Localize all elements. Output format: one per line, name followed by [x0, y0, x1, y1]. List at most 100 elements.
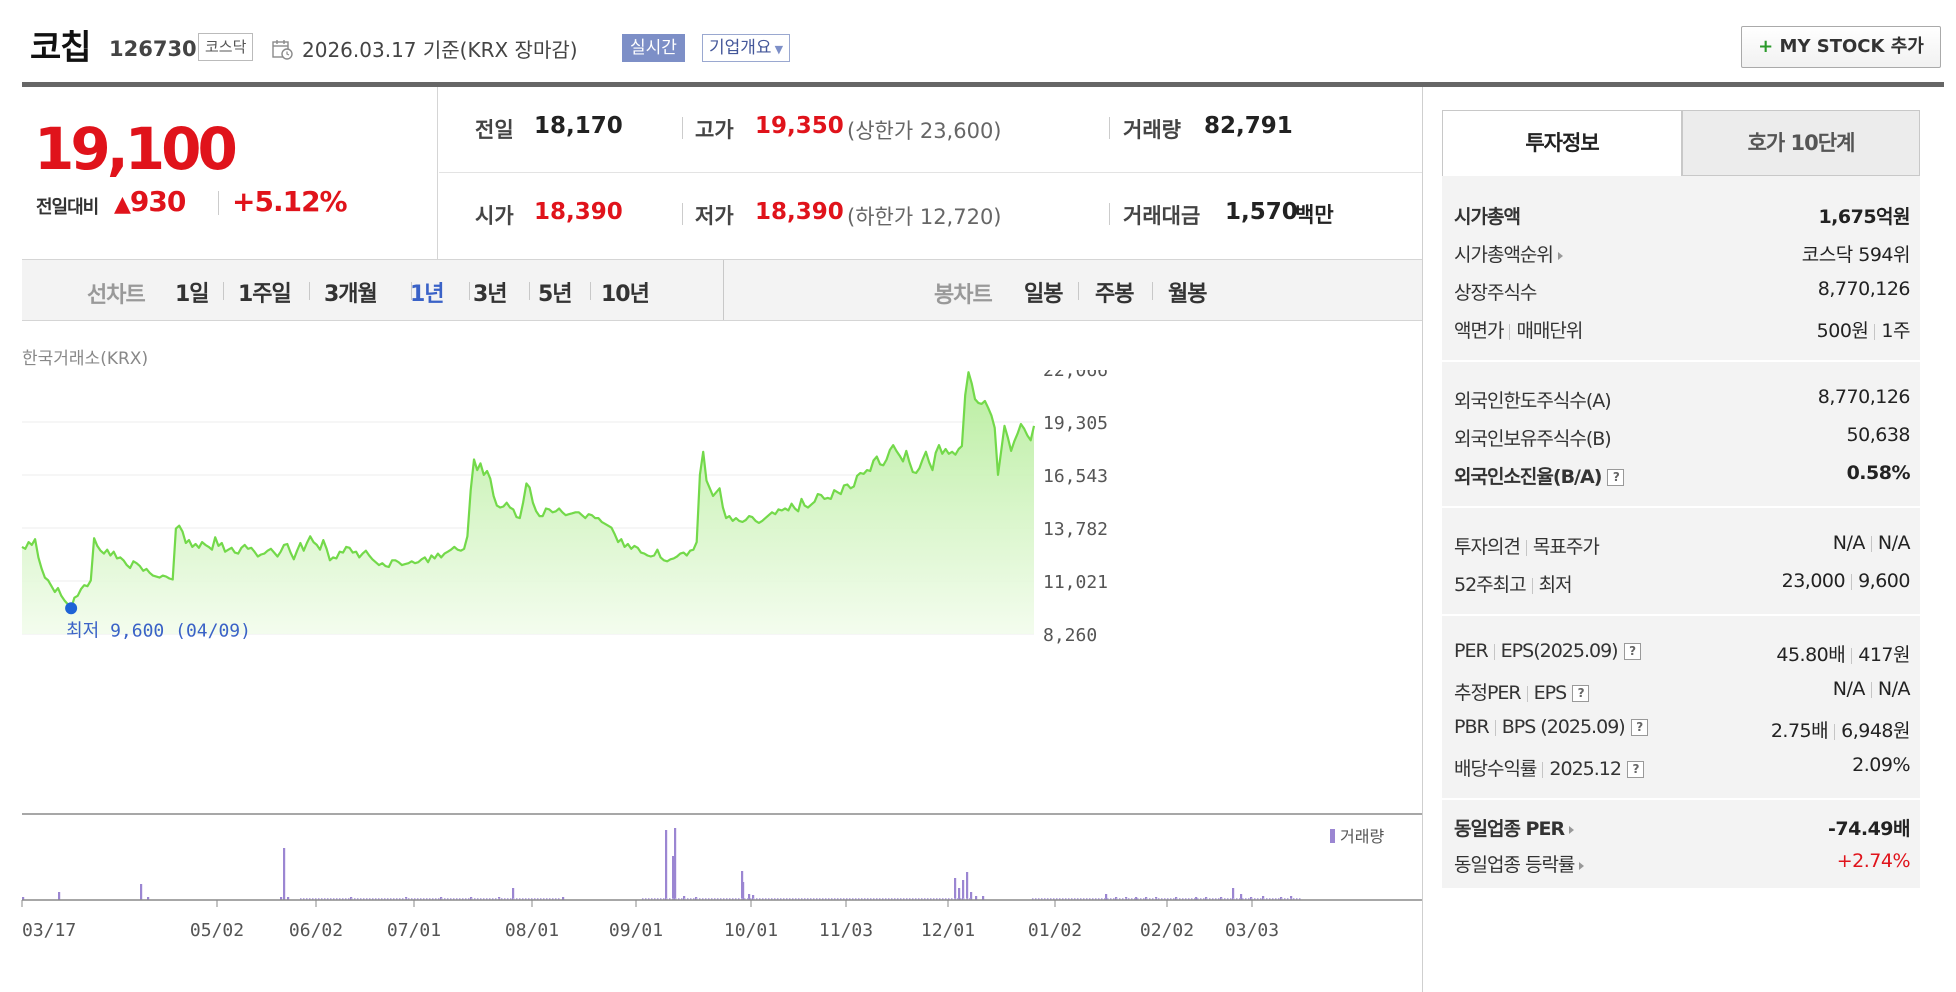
info-row-foreign-limit: 외국인한도주식수(A) 8,770,126	[1442, 380, 1920, 416]
volume-bar	[1203, 898, 1205, 900]
add-mystock-button[interactable]: + MY STOCK 추가	[1741, 26, 1941, 68]
period-10y[interactable]: 10년	[601, 282, 650, 307]
x-tick-label: 08/01	[505, 920, 559, 941]
volume-bar	[837, 898, 839, 900]
volume-bar	[954, 898, 956, 900]
period-1d[interactable]: 1일	[175, 282, 210, 307]
x-tick-label: 03/03	[1225, 920, 1279, 941]
volume-bar	[1071, 898, 1073, 900]
candle-weekly[interactable]: 주봉	[1095, 282, 1134, 307]
price-chart[interactable]: 최고 23,000 (02/25)최저 9,600 (04/09) 24,827…	[0, 370, 1422, 950]
price-change-value: 930	[129, 185, 186, 218]
period-1y[interactable]: 1년	[410, 282, 445, 307]
info-row-pbr: PBR BPS (2025.09)? 2.75배 6,948원	[1442, 710, 1920, 746]
chevron-right-icon	[1569, 825, 1575, 834]
low-label: 저가	[695, 204, 734, 228]
listed-shares-value: 8,770,126	[1817, 278, 1911, 300]
volume-bar	[777, 898, 779, 900]
help-icon[interactable]: ?	[1607, 469, 1625, 486]
market-cap-value: 1,675억원	[1818, 206, 1910, 228]
volume-bar	[693, 898, 695, 900]
prev-close-value: 18,170	[534, 113, 623, 139]
volume-bar	[552, 898, 554, 900]
help-icon[interactable]: ?	[1626, 761, 1644, 778]
volume-bar	[810, 898, 812, 900]
help-icon[interactable]: ?	[1623, 643, 1641, 660]
volume-bar	[714, 898, 716, 900]
candle-monthly[interactable]: 월봉	[1168, 282, 1207, 307]
volume-bar	[1137, 898, 1139, 900]
separator	[1874, 323, 1876, 340]
volume-bar	[1135, 897, 1138, 900]
volume-bar	[1140, 898, 1142, 900]
company-overview-dropdown[interactable]: 기업개요 ▼	[702, 34, 791, 62]
company-overview-label: 기업개요	[709, 38, 772, 58]
info-row-sector-per[interactable]: 동일업종 PER -74.49배	[1442, 808, 1920, 844]
info-row-sector-change[interactable]: 동일업종 등락률 +2.74%	[1442, 844, 1920, 880]
tab-orderbook-10[interactable]: 호가 10단계	[1682, 110, 1920, 176]
volume-bar	[381, 898, 383, 900]
realtime-button[interactable]: 실시간	[622, 34, 685, 62]
volume-bar	[1032, 898, 1034, 900]
volume-bar	[459, 898, 461, 900]
info-divider	[1442, 506, 1920, 508]
volume-bar	[765, 898, 767, 900]
volume-bar	[435, 898, 437, 900]
x-tick-label: 07/01	[387, 920, 441, 941]
volume-bar	[1143, 898, 1145, 900]
sector-change-text: 동일업종 등락률	[1454, 854, 1575, 876]
volume-bar	[834, 898, 836, 900]
volume-bar	[528, 898, 530, 900]
info-divider	[1442, 798, 1920, 800]
volume-bar	[1194, 898, 1196, 900]
volume-bar	[930, 898, 932, 900]
help-icon[interactable]: ?	[1572, 685, 1590, 702]
eps-text: EPS(2025.09)	[1500, 640, 1619, 662]
volume-bar	[1065, 898, 1067, 900]
price-line	[21, 371, 1036, 610]
volume-bar	[819, 898, 821, 900]
line-chart-label: 선차트	[87, 283, 146, 308]
volume-bar	[1257, 898, 1259, 900]
volume-bar	[801, 898, 803, 900]
volume-bar	[525, 898, 527, 900]
chevron-right-icon	[1557, 251, 1563, 260]
info-row-per: PER EPS(2025.09)? 45.80배 417원	[1442, 634, 1920, 670]
separator	[1526, 685, 1528, 702]
volume-bar	[423, 898, 425, 900]
trading-unit-amount: 1주	[1881, 320, 1910, 342]
volume-bar	[360, 898, 362, 900]
volume-value: 82,791	[1204, 113, 1293, 139]
tab-investment-info[interactable]: 투자정보	[1442, 110, 1682, 176]
volume-bar	[438, 898, 440, 900]
info-row-opinion: 투자의견 목표주가 N/A N/A	[1442, 526, 1920, 562]
separator	[682, 203, 683, 225]
volume-bar	[1218, 898, 1220, 900]
volume-bar	[876, 898, 878, 900]
volume-bar	[970, 892, 973, 900]
volume-bar	[1269, 898, 1271, 900]
volume-bar	[1053, 898, 1055, 900]
info-row-market-cap-rank[interactable]: 시가총액순위 코스닥 594위	[1442, 234, 1920, 270]
period-3y[interactable]: 3년	[473, 282, 508, 307]
bps-value: 6,948원	[1841, 720, 1910, 742]
period-1w[interactable]: 1주일	[238, 282, 292, 307]
candle-daily[interactable]: 일봉	[1024, 282, 1063, 307]
period-5y[interactable]: 5년	[538, 282, 573, 307]
volume-bar	[396, 898, 398, 900]
volume-bar	[825, 898, 827, 900]
volume-bar	[966, 872, 969, 900]
volume-bar	[816, 898, 818, 900]
volume-bar	[939, 898, 941, 900]
separator	[1078, 282, 1079, 300]
period-3m[interactable]: 3개월	[324, 282, 378, 307]
volume-bar	[747, 898, 749, 900]
volume-bar	[300, 898, 302, 900]
help-icon[interactable]: ?	[1630, 719, 1648, 736]
volume-bar	[705, 898, 707, 900]
volume-bar	[942, 898, 944, 900]
volume-bar	[1125, 898, 1127, 900]
volume-bar	[831, 898, 833, 900]
volume-bar	[663, 898, 665, 900]
volume-bar	[813, 898, 815, 900]
